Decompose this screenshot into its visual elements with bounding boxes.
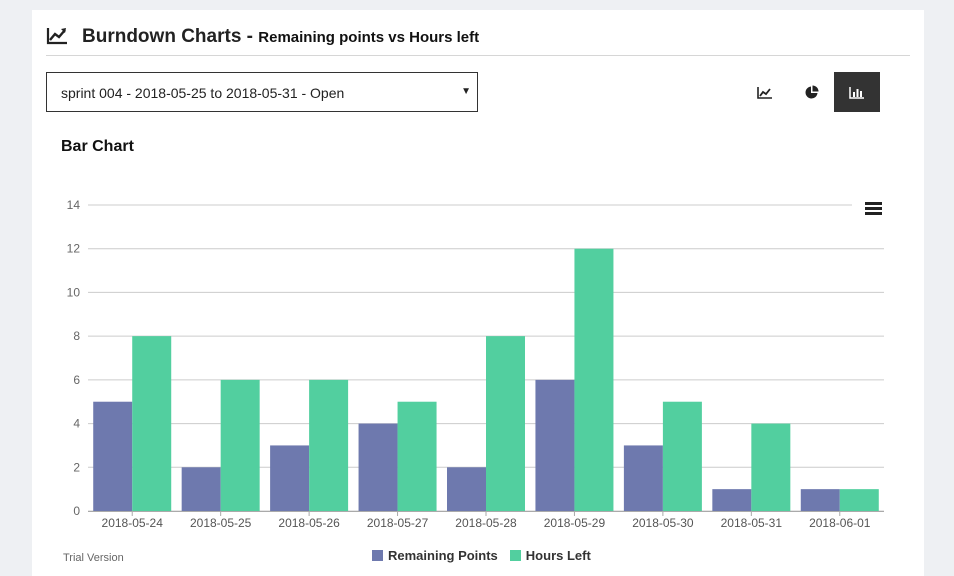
- y-tick-label: 0: [73, 504, 80, 518]
- x-tick-label: 2018-05-29: [544, 516, 606, 530]
- bar-hours-left: [220, 379, 260, 511]
- y-tick-label: 2: [73, 460, 80, 474]
- chart-title: Bar Chart: [61, 138, 134, 155]
- page-subtitle: Remaining points vs Hours left: [258, 29, 480, 46]
- bar-hours-left: [751, 423, 791, 511]
- bar-hours-left: [839, 489, 879, 511]
- burndown-card: Burndown Charts - Remaining points vs Ho…: [32, 10, 924, 576]
- x-tick-label: 2018-05-30: [632, 516, 694, 530]
- bar-hours-left: [132, 336, 172, 511]
- bar-remaining-points: [712, 489, 752, 511]
- bar-remaining-points: [535, 379, 575, 511]
- card-header: Burndown Charts - Remaining points vs Ho…: [46, 24, 910, 56]
- pie-chart-icon: [805, 85, 818, 98]
- bar-hours-left: [574, 248, 614, 511]
- bar-remaining-points: [181, 467, 221, 511]
- legend-swatch: [509, 550, 521, 561]
- chart-menu-icon[interactable]: [865, 202, 882, 216]
- y-tick-label: 10: [67, 285, 81, 299]
- x-tick-label: 2018-05-26: [278, 516, 340, 530]
- bar-remaining-points: [358, 423, 398, 511]
- legend-label: Hours Left: [525, 548, 591, 563]
- page-title: Burndown Charts - Remaining points vs Ho…: [82, 26, 480, 47]
- x-tick-label: 2018-05-27: [367, 516, 429, 530]
- bar-hours-left: [309, 379, 349, 511]
- x-tick-label: 2018-06-01: [809, 516, 871, 530]
- legend-item[interactable]: Hours Left: [509, 548, 591, 563]
- y-tick-label: 14: [67, 198, 81, 212]
- pie-chart-button[interactable]: [788, 72, 834, 112]
- legend-item[interactable]: Remaining Points: [372, 548, 498, 563]
- y-tick-label: 4: [73, 417, 80, 431]
- x-tick-label: 2018-05-28: [455, 516, 517, 530]
- bar-hours-left: [397, 401, 437, 511]
- x-tick-label: 2018-05-31: [721, 516, 783, 530]
- line-chart-button[interactable]: [742, 72, 788, 112]
- bar-chart: 0 2 4 6 8 10 12 14 2018-05-24 2018-05-25 2018-05-2…: [67, 198, 884, 530]
- bar-remaining-points: [93, 401, 133, 511]
- trial-version-label: Trial Version: [63, 552, 124, 564]
- bar-chart-button[interactable]: [834, 72, 880, 112]
- bar-remaining-points: [623, 445, 663, 511]
- chevron-down-icon: ▼: [461, 86, 471, 97]
- bar-remaining-points: [270, 445, 310, 511]
- sprint-select[interactable]: sprint 004 - 2018-05-25 to 2018-05-31 - …: [46, 72, 478, 112]
- chart-legend: Remaining Points Hours Left: [372, 548, 603, 563]
- bar-hours-left: [662, 401, 702, 511]
- legend-swatch: [372, 550, 383, 561]
- bar-hours-left: [486, 336, 525, 511]
- x-tick-label: 2018-05-25: [190, 516, 252, 530]
- line-chart-icon: [46, 28, 67, 45]
- bar-remaining-points: [447, 467, 486, 511]
- y-tick-label: 12: [67, 242, 81, 256]
- bar-chart-icon: [849, 86, 864, 99]
- y-tick-label: 8: [73, 329, 80, 343]
- y-tick-label: 6: [73, 373, 80, 387]
- sprint-select-value: sprint 004 - 2018-05-25 to 2018-05-31 - …: [61, 85, 345, 101]
- bar-remaining-points: [800, 489, 840, 511]
- legend-label: Remaining Points: [388, 548, 498, 563]
- line-chart-icon: [757, 86, 772, 99]
- x-tick-label: 2018-05-24: [102, 516, 164, 530]
